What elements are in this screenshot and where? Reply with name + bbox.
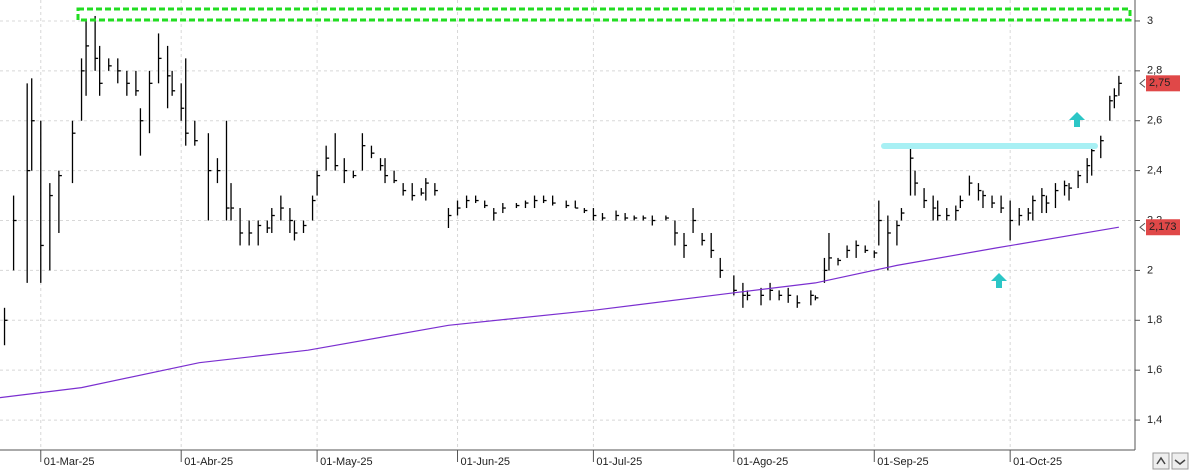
scroll-icon [1174, 459, 1186, 465]
y-tick-label: 1,6 [1147, 364, 1162, 376]
y-tick-label: 2,6 [1147, 115, 1162, 127]
grid-layer [0, 0, 1135, 450]
x-tick-label: 01-Abr-25 [184, 456, 233, 468]
y-tick-label: 2,4 [1147, 165, 1162, 177]
marker-pointer [1139, 222, 1146, 232]
x-tick-label: 01-Jul-25 [596, 456, 642, 468]
highlight-box [76, 7, 1132, 22]
scroll-button[interactable] [1171, 452, 1189, 470]
y-tick-label: 1,8 [1147, 314, 1162, 326]
axis-layer: 1,41,61,822,22,42,62,8301-Mar-2501-Abr-2… [40, 15, 1180, 468]
x-tick-label: 01-Jun-25 [461, 456, 511, 468]
y-tick-label: 2,8 [1147, 65, 1162, 77]
scroll-icon [1156, 456, 1166, 465]
moving-average [0, 226, 1120, 399]
x-tick-label: 01-Ago-25 [737, 456, 788, 468]
price-label-box [1146, 75, 1180, 92]
y-tick-label: 3 [1147, 15, 1153, 27]
arrow-up [1069, 112, 1085, 127]
x-tick-label: 01-Oct-25 [1013, 456, 1062, 468]
price-label-box [1146, 219, 1180, 236]
x-tick-label: 01-Sep-25 [877, 456, 928, 468]
price-label: 2,75 [1149, 77, 1170, 89]
scroll-button[interactable] [1152, 452, 1170, 470]
arrow-up [991, 273, 1007, 288]
plot-layer [0, 15, 1122, 399]
x-tick-label: 01-May-25 [320, 456, 373, 468]
x-tick-label: 01-Mar-25 [44, 456, 95, 468]
y-tick-label: 1,4 [1147, 414, 1162, 426]
marker-pointer [1139, 78, 1146, 88]
price-label: 2,173 [1149, 221, 1177, 233]
y-tick-label: 2 [1147, 264, 1153, 276]
